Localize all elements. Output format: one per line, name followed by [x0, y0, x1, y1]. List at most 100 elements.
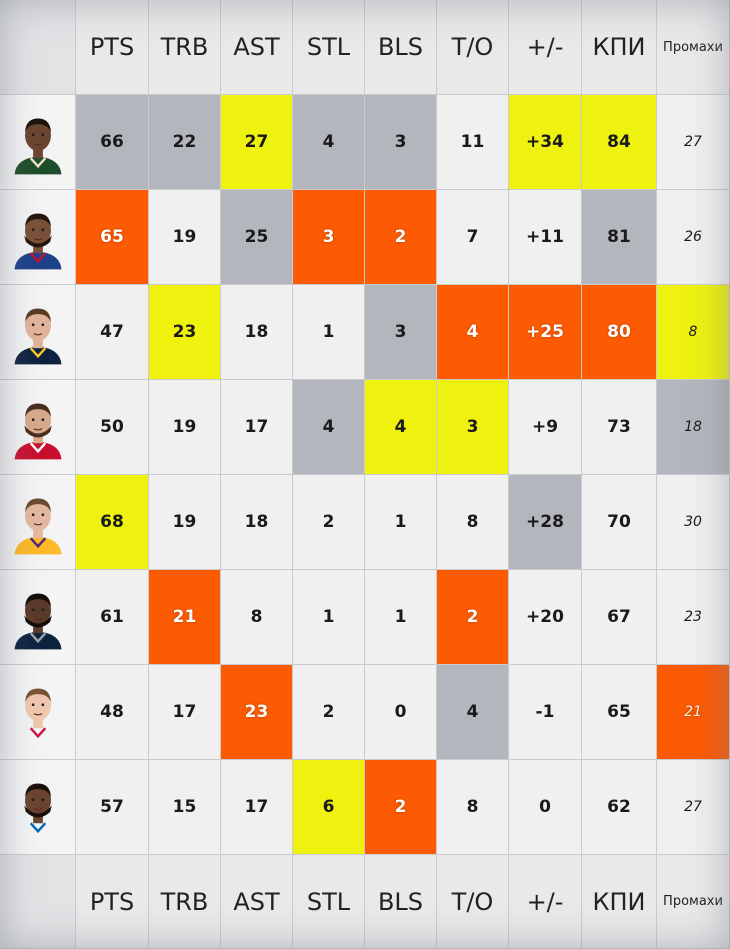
stat-to: 8	[437, 760, 509, 855]
header-bls: BLS	[365, 0, 437, 95]
stat-value: 2	[322, 702, 335, 722]
player-photo	[0, 380, 76, 475]
stat-value: 57	[100, 797, 124, 817]
stat-value: 18	[244, 322, 269, 342]
stat-kpi: 81	[582, 190, 657, 285]
stat-bls: 0	[365, 665, 437, 760]
stat-bls: 1	[365, 570, 437, 665]
stat-value: 22	[172, 132, 197, 152]
player-avatar-icon	[8, 482, 68, 562]
stat-pts: 57	[76, 760, 149, 855]
stat-kpi: 80	[582, 285, 657, 380]
stat-misses: 27	[657, 95, 730, 190]
stat-pts: 48	[76, 665, 149, 760]
stat-to: 7	[437, 190, 509, 285]
footer-label: PTS	[89, 887, 135, 916]
stat-stl: 2	[293, 475, 365, 570]
player-avatar-icon	[8, 577, 68, 657]
stat-value: 19	[172, 512, 197, 532]
stat-value: 8	[688, 324, 698, 340]
stat-value: 8	[466, 797, 479, 817]
stat-misses: 27	[657, 760, 730, 855]
header-label: PTS	[89, 33, 135, 61]
stat-value: 27	[244, 132, 269, 152]
footer-label: T/O	[451, 887, 494, 916]
stat-to: 11	[437, 95, 509, 190]
stat-plusminus: 0	[509, 760, 582, 855]
footer-trb: TRB	[149, 855, 221, 949]
stat-misses: 8	[657, 285, 730, 380]
footer-label: КПИ	[592, 887, 646, 916]
stat-value: 2	[394, 227, 407, 247]
stat-misses: 30	[657, 475, 730, 570]
stat-value: 23	[172, 322, 197, 342]
footer-misses: Промахи	[657, 855, 730, 949]
stat-value: 4	[322, 417, 335, 437]
stat-value: 4	[466, 322, 479, 342]
stat-stl: 3	[293, 190, 365, 285]
footer-corner	[0, 855, 76, 949]
stat-ast: 18	[221, 285, 293, 380]
stat-value: 30	[684, 514, 702, 530]
header-to: T/O	[437, 0, 509, 95]
stat-bls: 3	[365, 95, 437, 190]
stat-value: 19	[172, 417, 197, 437]
stat-bls: 2	[365, 760, 437, 855]
player-photo	[0, 760, 76, 855]
stat-value: 6	[322, 797, 335, 817]
stat-value: 68	[100, 512, 124, 532]
stat-plusminus: +20	[509, 570, 582, 665]
stat-value: 8	[466, 512, 479, 532]
stat-value: 80	[607, 322, 631, 342]
stat-bls: 3	[365, 285, 437, 380]
stat-trb: 21	[149, 570, 221, 665]
stat-value: 62	[607, 797, 631, 817]
stat-ast: 25	[221, 190, 293, 285]
player-avatar-icon	[8, 197, 68, 277]
stat-value: +34	[526, 132, 564, 152]
stat-value: 73	[607, 417, 631, 437]
header-label: +/-	[526, 33, 564, 61]
player-photo	[0, 665, 76, 760]
stat-ast: 17	[221, 760, 293, 855]
stat-pts: 61	[76, 570, 149, 665]
stat-plusminus: +28	[509, 475, 582, 570]
footer-kpi: КПИ	[582, 855, 657, 949]
stat-pts: 47	[76, 285, 149, 380]
stat-plusminus: +25	[509, 285, 582, 380]
stat-value: 18	[244, 512, 269, 532]
stat-pts: 65	[76, 190, 149, 285]
player-avatar-icon	[8, 102, 68, 182]
player-avatar-icon	[8, 672, 68, 752]
header-pts: PTS	[76, 0, 149, 95]
footer-label: BLS	[377, 887, 424, 916]
player-photo	[0, 475, 76, 570]
player-avatar-icon	[8, 387, 68, 467]
stat-value: -1	[535, 702, 555, 722]
stat-trb: 22	[149, 95, 221, 190]
footer-label: AST	[233, 887, 280, 916]
stat-ast: 17	[221, 380, 293, 475]
stat-trb: 17	[149, 665, 221, 760]
stat-value: +25	[526, 322, 564, 342]
stat-value: 66	[100, 132, 124, 152]
header-misses: Промахи	[657, 0, 730, 95]
footer-to: T/O	[437, 855, 509, 949]
stat-to: 4	[437, 665, 509, 760]
header-plusminus: +/-	[509, 0, 582, 95]
stat-value: 2	[322, 512, 335, 532]
header-label: КПИ	[592, 33, 646, 61]
stat-value: 50	[100, 417, 124, 437]
stat-trb: 23	[149, 285, 221, 380]
footer-bls: BLS	[365, 855, 437, 949]
stat-value: 21	[172, 607, 197, 627]
stat-value: 27	[684, 134, 702, 150]
stat-value: 25	[244, 227, 269, 247]
stat-value: 23	[244, 702, 269, 722]
stat-value: 81	[607, 227, 631, 247]
stat-value: 70	[607, 512, 631, 532]
header-label: BLS	[377, 33, 424, 61]
stat-value: 18	[684, 419, 702, 435]
stat-value: 17	[172, 702, 197, 722]
